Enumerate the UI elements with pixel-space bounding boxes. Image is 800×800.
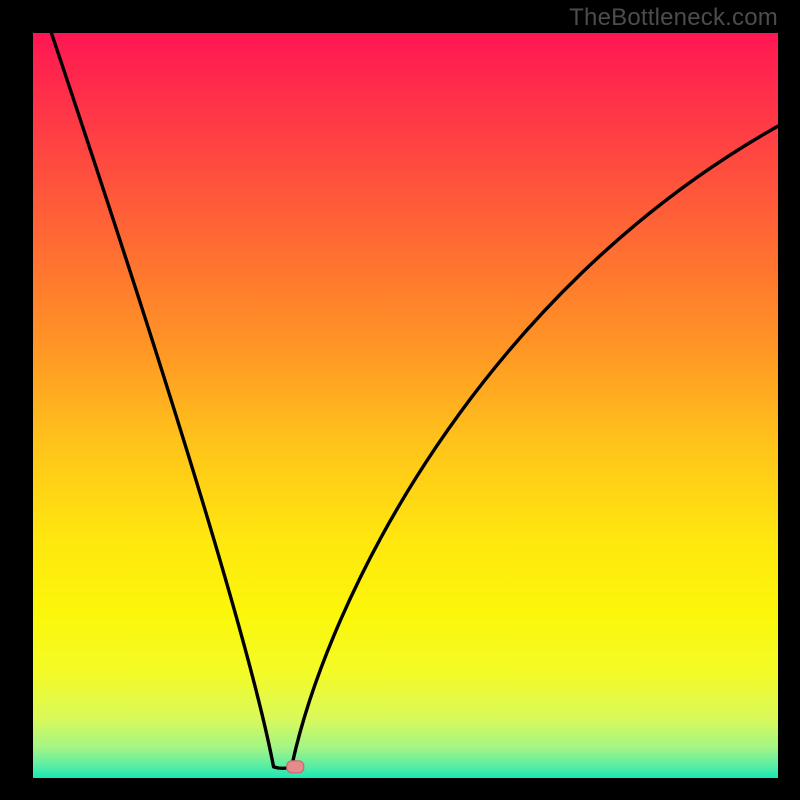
plot-area <box>33 33 778 778</box>
bottleneck-curve <box>46 33 778 768</box>
plot-svg <box>33 33 778 778</box>
apex-marker <box>287 761 304 773</box>
watermark-text: TheBottleneck.com <box>569 4 778 32</box>
